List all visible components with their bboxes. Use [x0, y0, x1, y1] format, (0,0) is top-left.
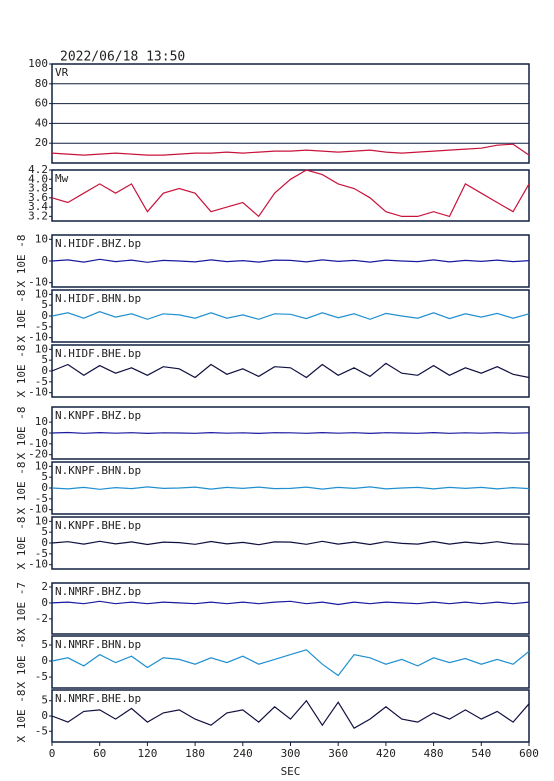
y-axis-unit: X 10E -8: [15, 235, 28, 288]
y-tick-label: 0: [41, 709, 48, 722]
trace-label: N.KNPF.BHZ.bp: [55, 409, 141, 422]
y-tick-label: -10: [28, 503, 48, 516]
y-tick-label: -5: [35, 670, 48, 683]
x-tick-label: 180: [185, 747, 205, 760]
y-tick-label: 3.6: [28, 191, 48, 204]
y-axis-unit: X 10E -8: [15, 462, 28, 515]
x-tick-label: 360: [328, 747, 348, 760]
y-tick-label: 10: [35, 415, 48, 428]
trace: [51, 258, 530, 263]
y-tick-label: 0: [41, 596, 48, 609]
trace: [51, 540, 530, 546]
trace: [51, 699, 530, 730]
y-tick-label: 3.2: [28, 209, 48, 222]
chart-title: 2022/06/18 13:50: [60, 50, 185, 65]
y-tick-label: 20: [35, 136, 48, 149]
trace-label: N.HIDF.BHN.bp: [55, 292, 141, 305]
y-tick-label: 2: [41, 580, 48, 593]
y-tick-label: 60: [35, 97, 48, 110]
y-tick-label: 3.4: [28, 200, 48, 213]
panel-frame: [51, 63, 530, 164]
y-tick-label: 10: [35, 287, 48, 300]
y-tick-label: 10: [35, 514, 48, 527]
y-tick-label: 0: [41, 254, 48, 267]
trace-label: N.KNPF.BHN.bp: [55, 464, 141, 477]
trace: [51, 169, 530, 218]
y-tick-label: 5: [41, 353, 48, 366]
trace: [51, 143, 530, 156]
x-tick-label: 300: [281, 747, 301, 760]
y-tick-label: -10: [28, 437, 48, 450]
y-tick-label: -2: [35, 612, 48, 625]
y-tick-label: 4.2: [28, 163, 48, 176]
y-tick-label: 10: [35, 459, 48, 472]
trace: [51, 649, 530, 677]
y-tick-label: 5: [41, 525, 48, 538]
trace-label: VR: [55, 66, 69, 79]
x-tick-label: 60: [93, 747, 106, 760]
x-tick-label: 0: [49, 747, 56, 760]
trace: [51, 431, 530, 435]
y-tick-label: 0: [41, 309, 48, 322]
y-axis-unit: X 10E -8: [15, 517, 28, 570]
panel-frame: [51, 635, 530, 689]
x-tick-label: 240: [233, 747, 253, 760]
y-tick-label: 0: [41, 481, 48, 494]
y-axis-unit: X 10E -8: [15, 690, 28, 743]
y-tick-label: 10: [35, 342, 48, 355]
trace: [51, 486, 530, 490]
y-tick-label: -10: [28, 558, 48, 571]
x-axis-label: SEC: [281, 765, 301, 778]
x-tick-label: 540: [471, 747, 491, 760]
trace-label: N.NMRF.BHN.bp: [55, 638, 141, 651]
y-tick-label: 5: [41, 638, 48, 651]
trace-label: Mw: [55, 172, 69, 185]
trace-label: N.HIDF.BHE.bp: [55, 347, 141, 360]
y-tick-label: -5: [35, 320, 48, 333]
y-tick-label: 5: [41, 298, 48, 311]
y-tick-label: 5: [41, 470, 48, 483]
trace-label: N.HIDF.BHZ.bp: [55, 237, 141, 250]
y-axis-unit: X 10E -8: [15, 407, 28, 460]
trace: [51, 600, 530, 606]
y-tick-label: -10: [28, 276, 48, 289]
y-tick-label: 0: [41, 426, 48, 439]
panel-frame: [51, 582, 530, 635]
trace-label: N.NMRF.BHE.bp: [55, 692, 141, 705]
y-axis-unit: X 10E -7: [15, 582, 28, 635]
y-tick-label: 0: [41, 654, 48, 667]
y-tick-label: -20: [28, 448, 48, 461]
x-tick-label: 600: [519, 747, 539, 760]
y-axis-unit: X 10E -8: [15, 636, 28, 689]
x-tick-label: 480: [424, 747, 444, 760]
panel-frame: [51, 169, 530, 222]
trace-label: N.NMRF.BHZ.bp: [55, 585, 141, 598]
y-tick-label: 40: [35, 116, 48, 129]
y-tick-label: 3.8: [28, 182, 48, 195]
y-tick-label: -5: [35, 492, 48, 505]
y-axis-unit: X 10E -8: [15, 345, 28, 398]
y-tick-label: 100: [28, 57, 48, 70]
trace: [51, 311, 530, 320]
x-tick-label: 420: [376, 747, 396, 760]
y-tick-label: -5: [35, 724, 48, 737]
y-tick-label: -10: [28, 331, 48, 344]
y-tick-label: 0: [41, 364, 48, 377]
y-tick-label: 5: [41, 694, 48, 707]
y-tick-label: -10: [28, 386, 48, 399]
trace: [51, 362, 530, 379]
x-tick-label: 120: [137, 747, 157, 760]
y-tick-label: 0: [41, 536, 48, 549]
y-axis-unit: X 10E -8: [15, 290, 28, 343]
y-tick-label: 4.0: [28, 172, 48, 185]
y-tick-label: 10: [35, 232, 48, 245]
y-tick-label: 80: [35, 77, 48, 90]
y-tick-label: -5: [35, 375, 48, 388]
y-tick-label: -5: [35, 547, 48, 560]
trace-label: N.KNPF.BHE.bp: [55, 519, 141, 532]
